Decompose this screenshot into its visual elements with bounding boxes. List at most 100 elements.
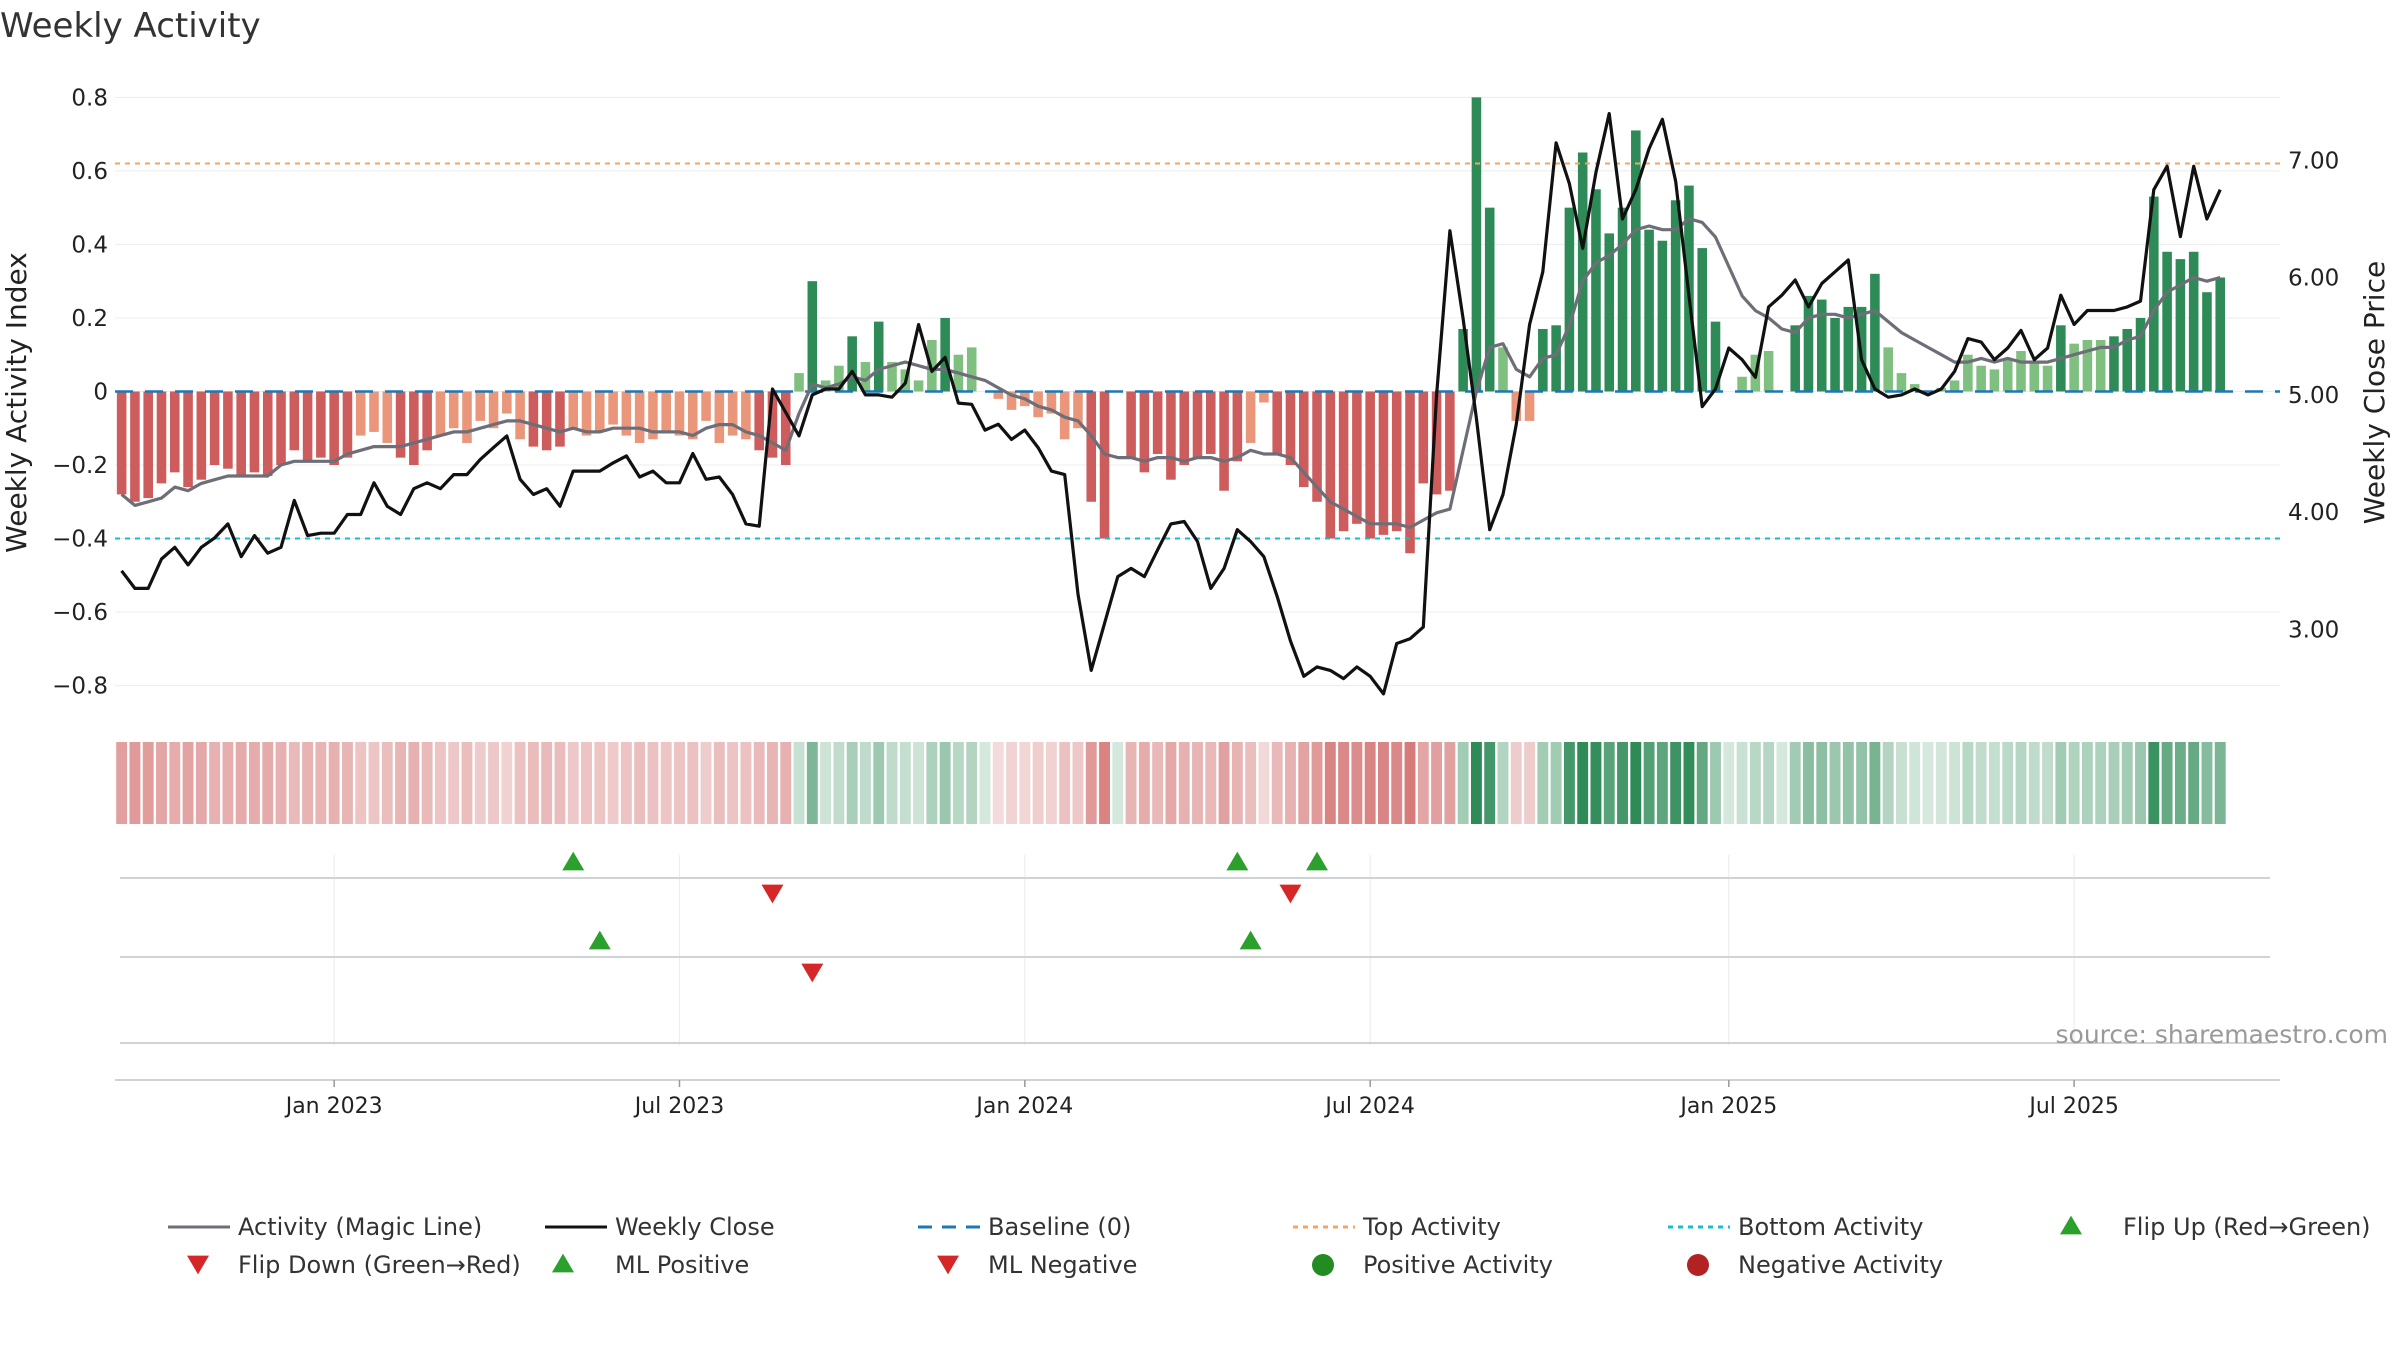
strip-cell xyxy=(2042,742,2054,824)
strip-cell xyxy=(1444,742,1456,824)
activity-bar xyxy=(1737,376,1747,392)
strip-cell xyxy=(1218,742,1230,824)
legend-down-marker xyxy=(937,1255,959,1275)
flip-up-marker xyxy=(1226,851,1249,871)
strip-cell xyxy=(1683,742,1695,824)
y-left-tick-label: −0.6 xyxy=(52,600,108,626)
strip-cell xyxy=(1563,742,1575,824)
strip-cell xyxy=(992,742,1004,824)
activity-bar xyxy=(1378,391,1389,535)
activity-bar xyxy=(807,281,818,392)
strip-cell xyxy=(182,742,194,824)
activity-bar xyxy=(674,391,685,436)
strip-cell xyxy=(514,742,526,824)
strip-cell xyxy=(1524,742,1536,824)
strip-cell xyxy=(1351,742,1363,824)
strip-cell xyxy=(408,742,420,824)
strip-cell xyxy=(1032,742,1044,824)
strip-cell xyxy=(169,742,181,824)
strip-cell xyxy=(1829,742,1841,824)
strip-cell xyxy=(116,742,128,824)
strip-cell xyxy=(541,742,553,824)
activity-bar xyxy=(913,380,924,392)
strip-cell xyxy=(859,742,871,824)
activity-bar xyxy=(1657,240,1668,392)
activity-bar xyxy=(382,391,393,443)
activity-bar xyxy=(834,365,844,392)
strip-cell xyxy=(209,742,221,824)
activity-bar xyxy=(2135,317,2146,392)
strip-cell xyxy=(2135,742,2146,824)
strip-cell xyxy=(421,742,433,824)
activity-bar xyxy=(249,391,260,473)
strip-cell xyxy=(1391,742,1403,824)
activity-bar xyxy=(568,391,579,429)
activity-bar xyxy=(754,391,764,451)
activity-bar xyxy=(993,391,1004,399)
activity-bar xyxy=(741,391,751,440)
activity-bar xyxy=(1843,306,1854,392)
legend-down-marker xyxy=(187,1255,209,1275)
chart-title: Weekly Activity xyxy=(0,6,261,46)
activity-bar xyxy=(422,391,432,451)
strip-cell xyxy=(2214,742,2226,824)
strip-cell xyxy=(1205,742,1217,824)
activity-bar xyxy=(2002,358,2013,392)
y-left-tick-label: −0.8 xyxy=(52,674,108,700)
strip-cell xyxy=(2028,742,2040,824)
y-right-tick-label: 5.00 xyxy=(2288,383,2339,409)
strip-cell xyxy=(1550,742,1562,824)
flip-down-marker xyxy=(761,884,784,904)
y-left-axis-label: Weekly Activity Index xyxy=(0,252,33,553)
strip-cell xyxy=(713,742,725,824)
flip-down-marker xyxy=(1279,884,1302,904)
strip-cell xyxy=(1138,742,1150,824)
legend-dot-marker xyxy=(1687,1254,1709,1276)
activity-bar xyxy=(236,391,246,477)
strip-cell xyxy=(1085,742,1097,824)
x-tick-label: Jan 2025 xyxy=(1678,1094,1777,1119)
strip-cell xyxy=(833,742,845,824)
strip-cell xyxy=(1298,742,1310,824)
strip-cell xyxy=(2108,742,2120,824)
activity-bar xyxy=(276,391,286,465)
strip-cell xyxy=(1045,742,1057,824)
activity-bar xyxy=(183,391,193,488)
activity-bar xyxy=(262,391,273,477)
activity-bar xyxy=(1710,321,1721,392)
activity-bar xyxy=(1471,97,1482,392)
legend-label: Activity (Magic Line) xyxy=(238,1213,482,1241)
activity-bar xyxy=(2202,292,2212,392)
ml-negative-marker xyxy=(801,963,824,983)
strip-cell xyxy=(1324,742,1336,824)
strip-cell xyxy=(249,742,260,824)
legend-label: Negative Activity xyxy=(1738,1251,1943,1279)
activity-bar xyxy=(2082,340,2093,392)
activity-bar xyxy=(1073,391,1083,429)
strip-cell xyxy=(581,742,592,824)
activity-bar xyxy=(1312,391,1322,502)
activity-bar xyxy=(1524,391,1535,421)
activity-bar xyxy=(1670,200,1681,392)
strip-cell xyxy=(1152,742,1164,824)
activity-bar xyxy=(1139,391,1150,473)
source-annotation: source: sharemaestro.com xyxy=(2056,1020,2389,1049)
strip-cell xyxy=(1112,742,1124,824)
activity-bar xyxy=(541,391,552,451)
strip-cell xyxy=(1577,742,1589,824)
strip-cell xyxy=(660,742,672,824)
strip-cell xyxy=(1656,742,1668,824)
ml-marker-panel xyxy=(120,930,2270,1044)
legend-label: Flip Down (Green→Red) xyxy=(238,1251,521,1279)
y-right-tick-label: 3.00 xyxy=(2288,617,2339,643)
activity-bar xyxy=(209,391,220,465)
x-tick-label: Jan 2024 xyxy=(974,1094,1073,1119)
activity-bar xyxy=(1989,369,2000,392)
activity-bar xyxy=(1391,391,1402,532)
activity-bar xyxy=(1458,328,1468,392)
activity-bar xyxy=(169,391,180,473)
strip-cell xyxy=(2055,742,2067,824)
strip-cell xyxy=(607,742,619,824)
strip-cell xyxy=(1603,742,1615,824)
